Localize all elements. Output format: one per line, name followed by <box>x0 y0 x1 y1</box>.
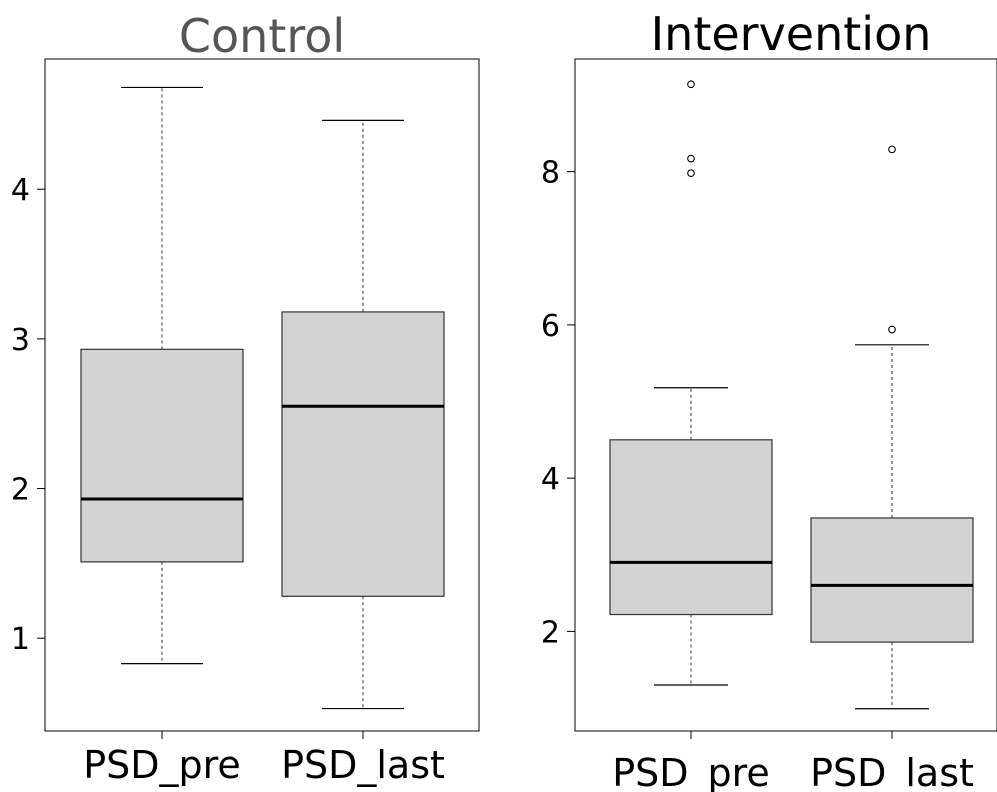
box-psd-last <box>281 119 445 710</box>
panel-intervention: Intervention 2 4 6 8 PSD_pre PSD_last <box>541 7 997 792</box>
y-tick-label: 3 <box>11 323 30 358</box>
panel-title: Intervention <box>651 7 932 61</box>
box-psd-last <box>810 145 974 710</box>
plot-frame <box>44 58 480 732</box>
panel-title: Control <box>179 9 345 63</box>
y-tick-label: 4 <box>11 173 30 208</box>
y-tick-label: 8 <box>541 156 560 191</box>
x-tick-label: PSD_last <box>281 743 445 787</box>
x-tick-label: PSD_pre <box>612 751 770 792</box>
iqr-box <box>80 348 244 563</box>
plot-frame <box>574 58 997 732</box>
x-tick-label: PSD_pre <box>83 743 241 787</box>
outlier-point <box>687 80 695 89</box>
y-tick-label: 6 <box>541 309 560 344</box>
y-tick-label: 2 <box>541 615 560 650</box>
outlier-point <box>888 325 896 334</box>
outlier-point <box>888 145 896 154</box>
box-psd-pre <box>609 80 773 686</box>
y-tick-label: 4 <box>541 462 560 497</box>
outlier-point <box>687 169 695 178</box>
box-psd-pre <box>80 86 244 665</box>
y-tick-label: 2 <box>11 473 30 508</box>
iqr-box <box>609 439 773 616</box>
iqr-box <box>810 517 974 643</box>
iqr-box <box>281 311 445 597</box>
x-tick-label: PSD_last <box>810 751 974 792</box>
panel-control: Control 1 2 3 4 PSD_pre PSD_last <box>11 9 480 787</box>
outlier-point <box>687 154 695 163</box>
y-tick-label: 1 <box>11 622 30 657</box>
